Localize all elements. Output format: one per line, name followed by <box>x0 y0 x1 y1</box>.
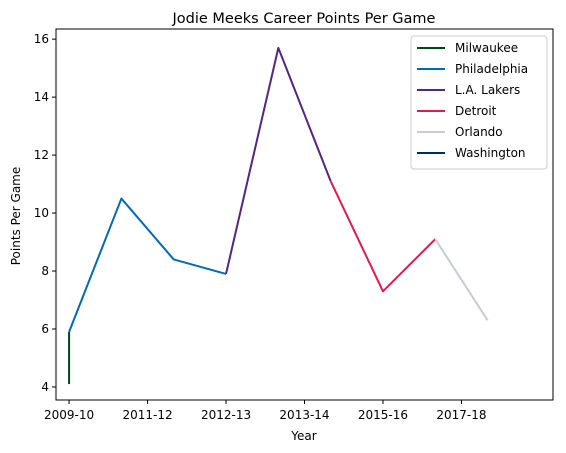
x-tick-label-2: 2012-13 <box>201 408 251 422</box>
y-tick-label-6: 16 <box>34 32 49 46</box>
x-axis-label: Year <box>290 429 316 443</box>
plot-area: 2009-10 2011-12 2012-13 2013-14 2015-16 2017-… <box>34 28 554 422</box>
y-tick-label-4: 12 <box>34 148 49 162</box>
series-line-2 <box>225 46 332 275</box>
legend-label-5: Washington <box>455 146 526 160</box>
y-tick-label-5: 14 <box>34 90 49 104</box>
x-tick-label-0: 2009-10 <box>44 408 94 422</box>
legend-label-4: Orlando <box>455 125 503 139</box>
y-tick-label-3: 10 <box>34 206 49 220</box>
y-tick-label-0: 4 <box>41 380 49 394</box>
x-tick-label-4: 2015-16 <box>358 408 408 422</box>
legend-label-0: Milwaukee <box>455 41 518 55</box>
series-line-3 <box>329 180 436 293</box>
legend-label-2: L.A. Lakers <box>455 83 520 97</box>
y-tick-label-2: 8 <box>41 264 49 278</box>
chart-title: Jodie Meeks Career Points Per Game <box>172 11 436 27</box>
series-line-1 <box>68 197 227 333</box>
x-tick-label-3: 2013-14 <box>279 408 329 422</box>
x-tick-label-1: 2011-12 <box>122 408 172 422</box>
x-tick-label-5: 2017-18 <box>436 408 486 422</box>
y-tick-label-1: 6 <box>41 322 49 336</box>
legend: Milwaukee Philadelphia L.A. Lakers Detroit O… <box>410 35 548 170</box>
legend-label-1: Philadelphia <box>455 62 528 76</box>
legend-label-3: Detroit <box>455 104 497 118</box>
y-axis-label: Points Per Game <box>9 167 23 266</box>
series-line-4 <box>434 238 489 321</box>
